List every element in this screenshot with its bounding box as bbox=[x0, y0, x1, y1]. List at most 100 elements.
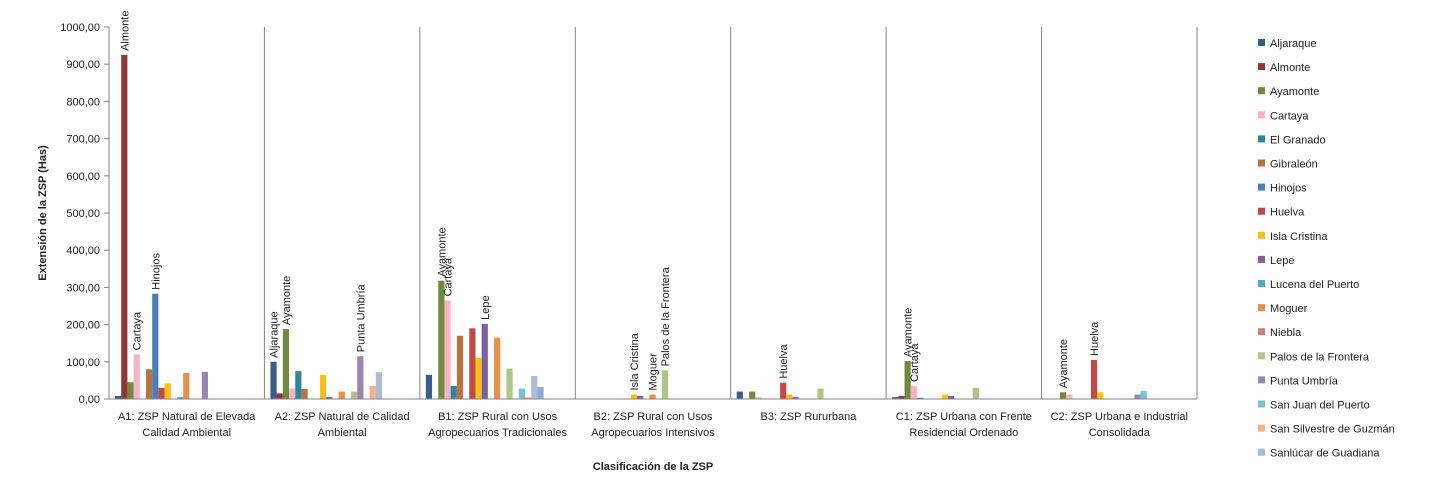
legend-label: Isla Cristina bbox=[1270, 231, 1328, 243]
bar-annotation: Ayamonte bbox=[281, 276, 293, 325]
bar bbox=[276, 393, 283, 399]
legend-swatch bbox=[1258, 207, 1265, 215]
bar bbox=[338, 391, 345, 399]
legend-label: Hinojos bbox=[1270, 183, 1307, 195]
bar bbox=[947, 396, 955, 399]
legend-swatch bbox=[1258, 159, 1265, 167]
bar bbox=[1090, 359, 1098, 399]
bar bbox=[630, 394, 638, 399]
bar bbox=[146, 369, 153, 399]
legend-swatch bbox=[1258, 183, 1265, 191]
legend-swatch bbox=[1258, 376, 1265, 384]
bar-annotation: Ayamonte bbox=[436, 227, 448, 276]
bar-annotation: Punta Umbría bbox=[355, 283, 367, 352]
bar bbox=[898, 396, 905, 399]
legend-swatch bbox=[1258, 280, 1265, 287]
y-tick-label: 600,00 bbox=[66, 171, 100, 183]
bar bbox=[518, 388, 526, 399]
bar bbox=[904, 361, 911, 399]
bar-annotation: Huelva bbox=[1089, 321, 1101, 356]
bar bbox=[972, 387, 979, 399]
bar bbox=[450, 385, 457, 399]
x-tick-label: C1: ZSP Urbana con Frente Residencial Ord… bbox=[896, 411, 1032, 439]
bar bbox=[282, 329, 290, 399]
legend-swatch bbox=[1258, 87, 1265, 95]
bar bbox=[115, 396, 122, 399]
bar bbox=[425, 374, 433, 399]
bar-annotation: Ayamonte bbox=[903, 308, 915, 357]
bar bbox=[469, 328, 476, 399]
bar-annotation: Palos de la Frontera bbox=[660, 266, 672, 366]
x-tick-label: A1: ZSP Natural de Elevada Calidad Ambien… bbox=[118, 411, 256, 439]
bar bbox=[270, 361, 277, 399]
bar bbox=[1134, 394, 1141, 399]
legend-swatch bbox=[1258, 304, 1265, 312]
bars bbox=[115, 54, 1147, 400]
bar-annotation: Cartaya bbox=[132, 311, 144, 350]
bar bbox=[892, 397, 899, 399]
bar bbox=[438, 280, 445, 399]
legend-label: Moguer bbox=[1270, 303, 1308, 315]
bar bbox=[531, 375, 538, 399]
legend-label: San Juan del Puerto bbox=[1270, 400, 1370, 412]
legend-label: Cartaya bbox=[1270, 110, 1309, 122]
legend-label: Almonte bbox=[1270, 62, 1310, 74]
y-ticks: 0,00 100,00 200,00 300,00 400,00 500,00 600,00… bbox=[60, 22, 109, 406]
legend-label: Lepe bbox=[1270, 255, 1294, 267]
bar bbox=[183, 372, 190, 399]
bar bbox=[780, 382, 787, 399]
y-tick-label: 700,00 bbox=[66, 134, 100, 146]
legend-label: El Granado bbox=[1270, 134, 1326, 146]
legend-label: San Silvestre de Guzmán bbox=[1270, 424, 1395, 436]
bar-annotation: Cartaya bbox=[443, 257, 455, 296]
legend-label: Palos de la Frontera bbox=[1270, 351, 1370, 363]
bar bbox=[736, 391, 743, 399]
x-tick-labels: A1: ZSP Natural de Elevada Calidad Ambien… bbox=[118, 411, 1188, 439]
bar bbox=[661, 370, 669, 399]
bar bbox=[1059, 392, 1067, 399]
y-tick-label: 400,00 bbox=[66, 245, 100, 257]
bar bbox=[444, 300, 451, 399]
category-dividers bbox=[263, 27, 1198, 399]
bar bbox=[320, 374, 327, 399]
legend-swatch bbox=[1258, 39, 1265, 46]
legend-swatch bbox=[1258, 424, 1265, 432]
y-tick-label: 0,00 bbox=[79, 394, 100, 406]
bar-annotation: Moguer bbox=[648, 353, 660, 391]
y-tick-label: 100,00 bbox=[66, 357, 100, 369]
legend-swatch bbox=[1258, 63, 1265, 71]
bar bbox=[121, 54, 128, 400]
bar bbox=[786, 394, 793, 399]
bar bbox=[1097, 392, 1104, 399]
y-tick-label: 1000,00 bbox=[60, 22, 100, 34]
bar-annotation: Ayamonte bbox=[1058, 339, 1070, 388]
bar-annotation: Almonte bbox=[119, 11, 131, 51]
bar bbox=[133, 354, 140, 399]
bar bbox=[326, 397, 333, 399]
x-axis-title: Clasificación de la ZSP bbox=[593, 461, 713, 473]
legend-swatch bbox=[1258, 448, 1265, 456]
y-tick-label: 300,00 bbox=[66, 282, 100, 294]
bar-annotation: Cartaya bbox=[909, 343, 921, 382]
legend-swatch bbox=[1258, 328, 1265, 336]
legend-label: Lucena del Puerto bbox=[1270, 279, 1359, 291]
x-tick-label: B1: ZSP Rural con Usos Agropecuarios Trad… bbox=[428, 411, 567, 439]
bar bbox=[916, 397, 924, 399]
legend-swatch bbox=[1258, 135, 1265, 143]
bar bbox=[749, 391, 756, 399]
bar bbox=[158, 387, 165, 399]
bar bbox=[177, 397, 184, 399]
bar bbox=[351, 391, 358, 399]
bar bbox=[649, 394, 656, 399]
bar bbox=[164, 383, 171, 399]
bar bbox=[910, 385, 917, 399]
legend-swatch bbox=[1258, 231, 1265, 239]
bar bbox=[456, 335, 464, 399]
bar bbox=[817, 388, 824, 399]
x-tick-label: B3: ZSP Rururbana bbox=[761, 411, 858, 423]
bar bbox=[941, 394, 948, 399]
legend-label: Punta Umbría bbox=[1270, 375, 1339, 387]
legend: Aljaraque Almonte Ayamonte Cartaya El Granad… bbox=[1258, 38, 1395, 460]
